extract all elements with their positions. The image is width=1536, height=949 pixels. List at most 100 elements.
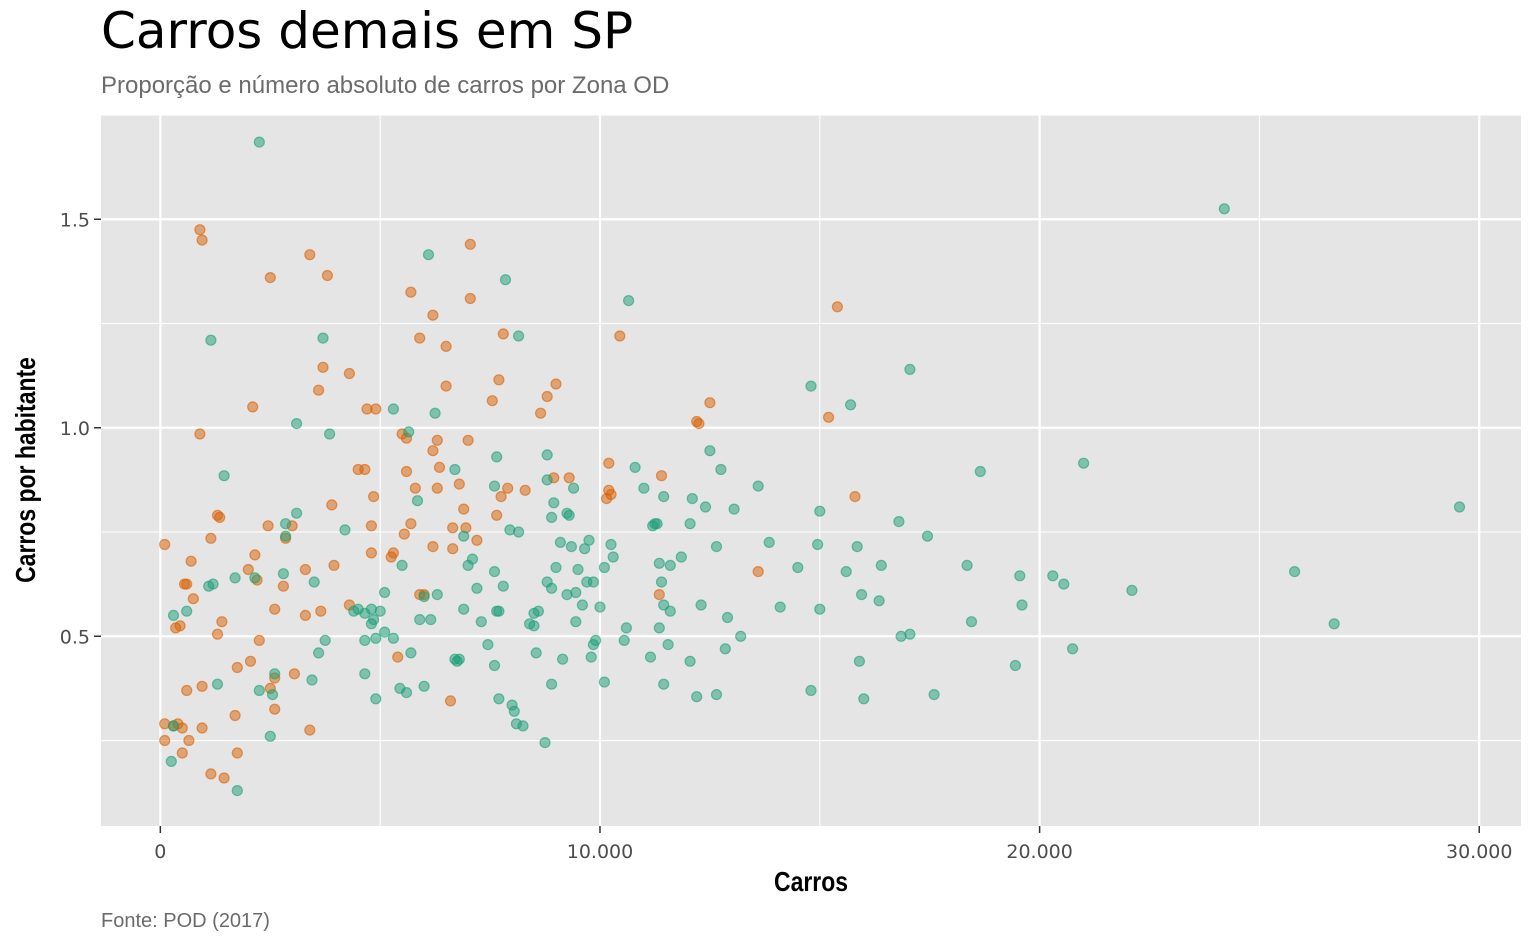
data-point: [368, 491, 380, 503]
data-point: [921, 530, 934, 542]
data-point: [561, 588, 573, 601]
axes: 0 10.000 20.000 30.000 0.5 1.0 1.5: [60, 209, 1513, 863]
data-point: [405, 518, 417, 530]
data-point: [541, 474, 553, 486]
data-point: [205, 768, 217, 780]
data-point: [1218, 203, 1230, 215]
data-point: [264, 272, 276, 284]
data-point: [409, 482, 421, 494]
data-point: [359, 463, 371, 476]
data-point: [814, 603, 826, 615]
data-point: [244, 655, 257, 667]
data-point: [664, 605, 676, 617]
data-point: [326, 499, 338, 511]
data-point: [1077, 457, 1090, 469]
data-point: [603, 484, 615, 496]
data-point: [176, 747, 188, 759]
data-point: [607, 551, 619, 563]
data-point: [196, 234, 208, 246]
data-point: [385, 551, 397, 563]
data-point: [904, 363, 916, 375]
data-point: [370, 693, 382, 705]
data-point: [792, 561, 804, 574]
data-point: [530, 647, 542, 659]
data-point: [585, 651, 597, 663]
data-point: [422, 249, 435, 261]
data-point: [414, 613, 426, 626]
data-point: [814, 505, 826, 517]
data-point: [387, 632, 399, 644]
data-point: [313, 384, 325, 396]
data-point: [774, 601, 786, 613]
data-point: [392, 651, 404, 663]
data-point: [638, 482, 650, 494]
data-point: [545, 511, 558, 524]
y-tick-label: 1.0: [60, 418, 90, 440]
data-point: [231, 661, 243, 674]
data-point: [429, 407, 441, 419]
data-point: [1066, 643, 1079, 655]
data-point: [167, 720, 180, 732]
data-point: [306, 674, 318, 686]
data-point: [447, 522, 459, 534]
data-point: [451, 655, 463, 667]
data-point: [488, 565, 501, 578]
x-tick-label: 0: [154, 841, 166, 863]
data-point: [431, 588, 443, 601]
data-point: [686, 493, 698, 505]
data-point: [218, 772, 230, 784]
data-point: [545, 678, 558, 690]
data-point: [229, 709, 241, 722]
data-point: [904, 628, 916, 640]
data-point: [675, 551, 687, 563]
data-point: [196, 680, 208, 692]
data-point: [403, 426, 415, 438]
data-point: [493, 693, 505, 705]
data-point: [653, 557, 665, 569]
data-point: [508, 705, 520, 717]
data-point: [502, 482, 514, 494]
data-point: [464, 292, 476, 305]
data-point: [453, 478, 465, 490]
data-point: [822, 411, 835, 423]
data-point: [249, 549, 261, 561]
data-point: [462, 559, 474, 572]
data-point: [365, 547, 377, 559]
data-point: [576, 599, 589, 611]
chart-caption: Fonte: POD (2017): [101, 910, 270, 932]
data-point: [359, 668, 371, 680]
data-point: [365, 520, 377, 532]
data-point: [396, 559, 408, 572]
data-point: [873, 595, 885, 607]
data-point: [447, 543, 459, 555]
data-point: [315, 605, 327, 617]
data-point: [400, 465, 413, 478]
data-point: [567, 482, 580, 494]
data-point: [550, 378, 562, 390]
data-point: [928, 688, 940, 701]
data-point: [491, 605, 503, 617]
data-point: [512, 330, 525, 342]
data-point: [291, 507, 303, 519]
data-point: [280, 518, 292, 530]
data-point: [449, 463, 461, 476]
data-point: [440, 340, 452, 352]
data-point: [339, 524, 351, 536]
data-point: [598, 676, 611, 688]
data-point: [269, 603, 281, 615]
data-point: [194, 224, 206, 236]
data-point: [418, 680, 430, 692]
data-point: [203, 580, 215, 592]
data-point: [849, 491, 861, 503]
data-point: [253, 684, 265, 697]
data-point: [359, 634, 371, 647]
data-point: [532, 605, 545, 617]
data-point: [570, 616, 582, 628]
data-point: [405, 647, 417, 659]
data-point: [262, 520, 274, 532]
data-point: [534, 407, 547, 419]
data-point: [965, 616, 978, 628]
data-point: [379, 586, 391, 599]
data-point: [704, 445, 716, 457]
data-point: [493, 374, 505, 386]
